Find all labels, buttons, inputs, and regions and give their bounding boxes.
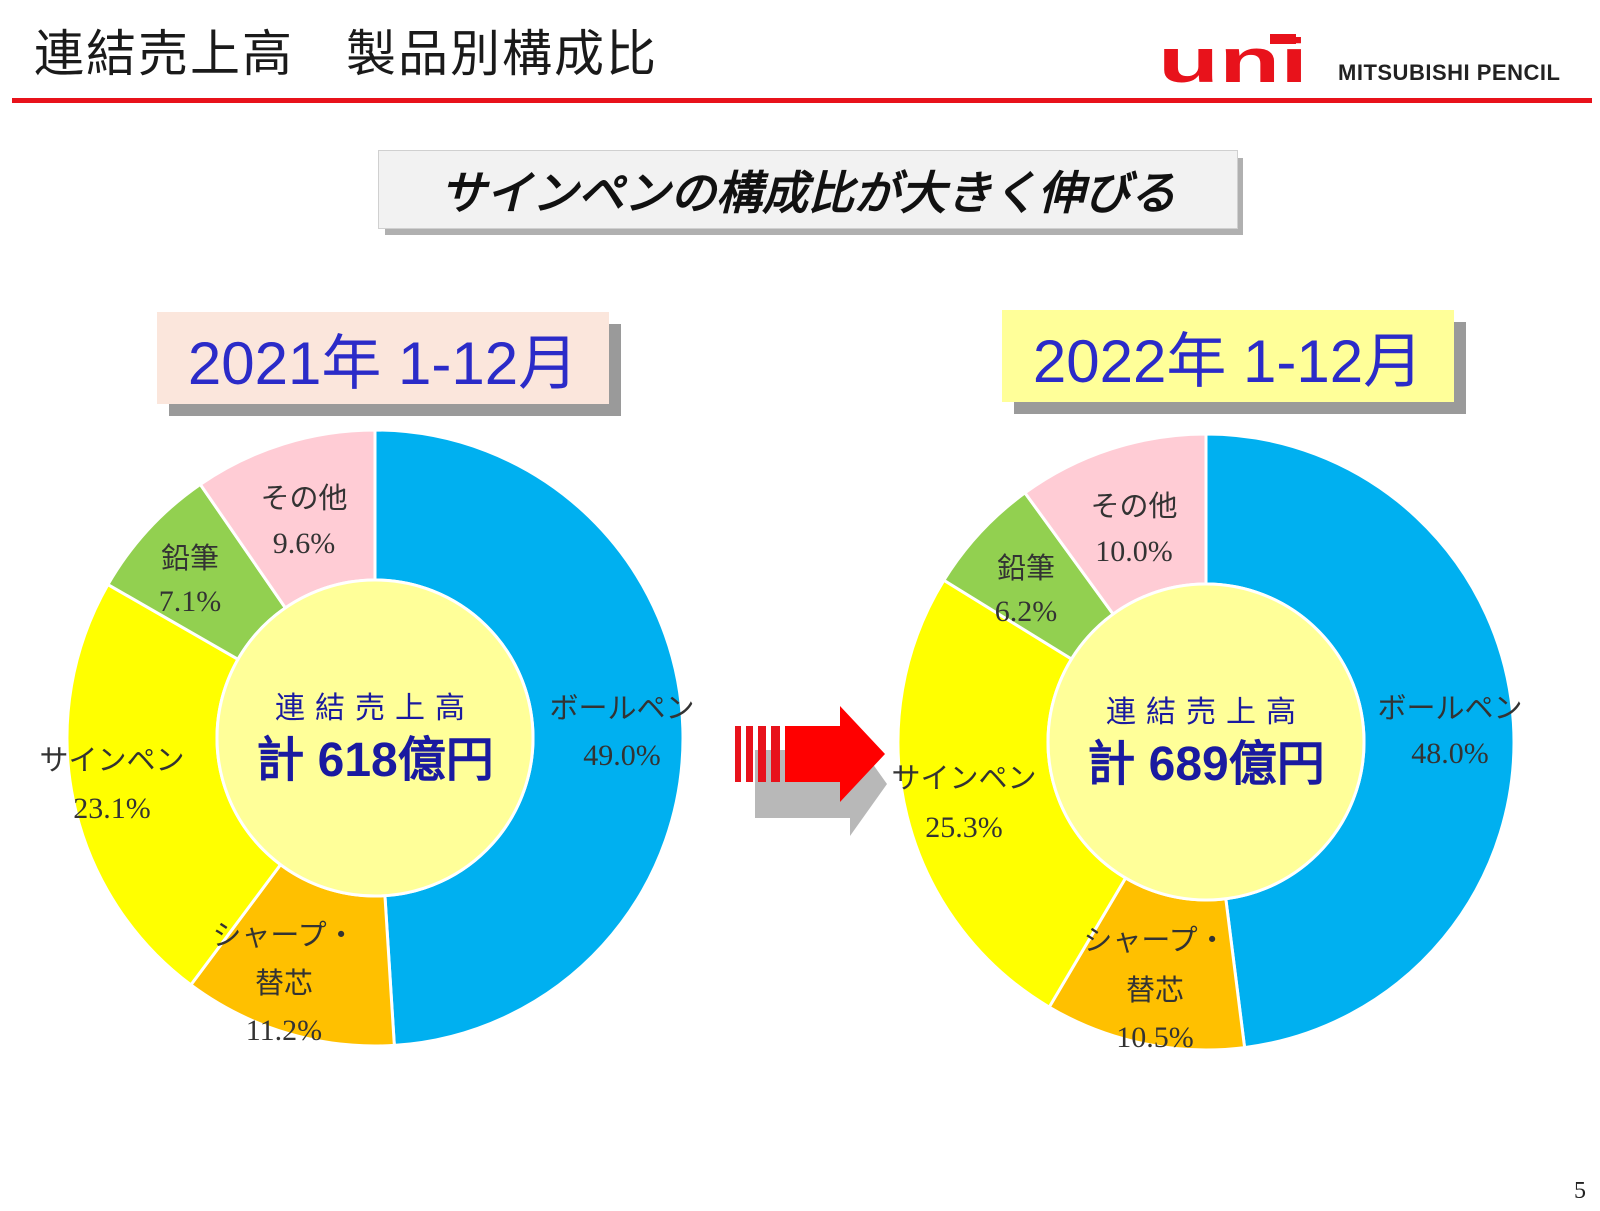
value-label-other: 9.6% xyxy=(273,527,336,560)
center-label: 連結売上高 xyxy=(275,691,475,726)
value-label-signpen: 25.3% xyxy=(925,811,1003,844)
category-label-pencil: 鉛筆 xyxy=(997,551,1055,585)
center-total: 計 689億円 xyxy=(1087,738,1324,791)
uni-logo: uni xyxy=(1158,30,1308,90)
donut-center xyxy=(1046,582,1366,902)
category-label-signpen: サインペン xyxy=(891,761,1036,795)
value-label-pencil: 7.1% xyxy=(159,585,222,618)
category-label-mechanical: シャープ・ xyxy=(212,918,355,952)
arrow-icon xyxy=(735,706,887,836)
category-label-signpen: サインペン xyxy=(39,743,184,777)
value-label-ballpen: 48.0% xyxy=(1411,737,1489,770)
page-title: 連結売上高 製品別構成比 xyxy=(34,25,658,83)
value-label-mechanical: 11.2% xyxy=(246,1014,322,1047)
value-label-mechanical: 10.5% xyxy=(1116,1021,1194,1054)
category-label-ballpen: ボールペン xyxy=(1377,691,1522,725)
page-number: 5 xyxy=(1574,1178,1586,1204)
chart-title-2021: 2021年 1-12月 xyxy=(157,312,609,404)
category-label-other: その他 xyxy=(1090,489,1177,523)
value-label-pencil: 6.2% xyxy=(995,595,1058,628)
category-label-ballpen: ボールペン xyxy=(549,691,694,725)
value-label-other: 10.0% xyxy=(1095,535,1173,568)
category-label-mechanical: シャープ・ xyxy=(1083,923,1226,957)
title-rule xyxy=(12,98,1592,103)
headline: サインペンの構成比が大きく伸びる xyxy=(378,150,1238,229)
category-label-other: その他 xyxy=(260,481,347,515)
value-label-signpen: 23.1% xyxy=(73,792,151,825)
category-label-mechanical: 替芯 xyxy=(1126,973,1184,1007)
center-total: 計 618億円 xyxy=(256,734,493,787)
center-label: 連結売上高 xyxy=(1106,695,1306,730)
donut-center xyxy=(215,578,535,898)
company-name: MITSUBISHI PENCIL xyxy=(1338,60,1561,85)
chart-title-2022: 2022年 1-12月 xyxy=(1002,310,1454,402)
category-label-pencil: 鉛筆 xyxy=(161,541,219,575)
category-label-mechanical: 替芯 xyxy=(255,966,313,1000)
value-label-ballpen: 49.0% xyxy=(583,739,661,772)
